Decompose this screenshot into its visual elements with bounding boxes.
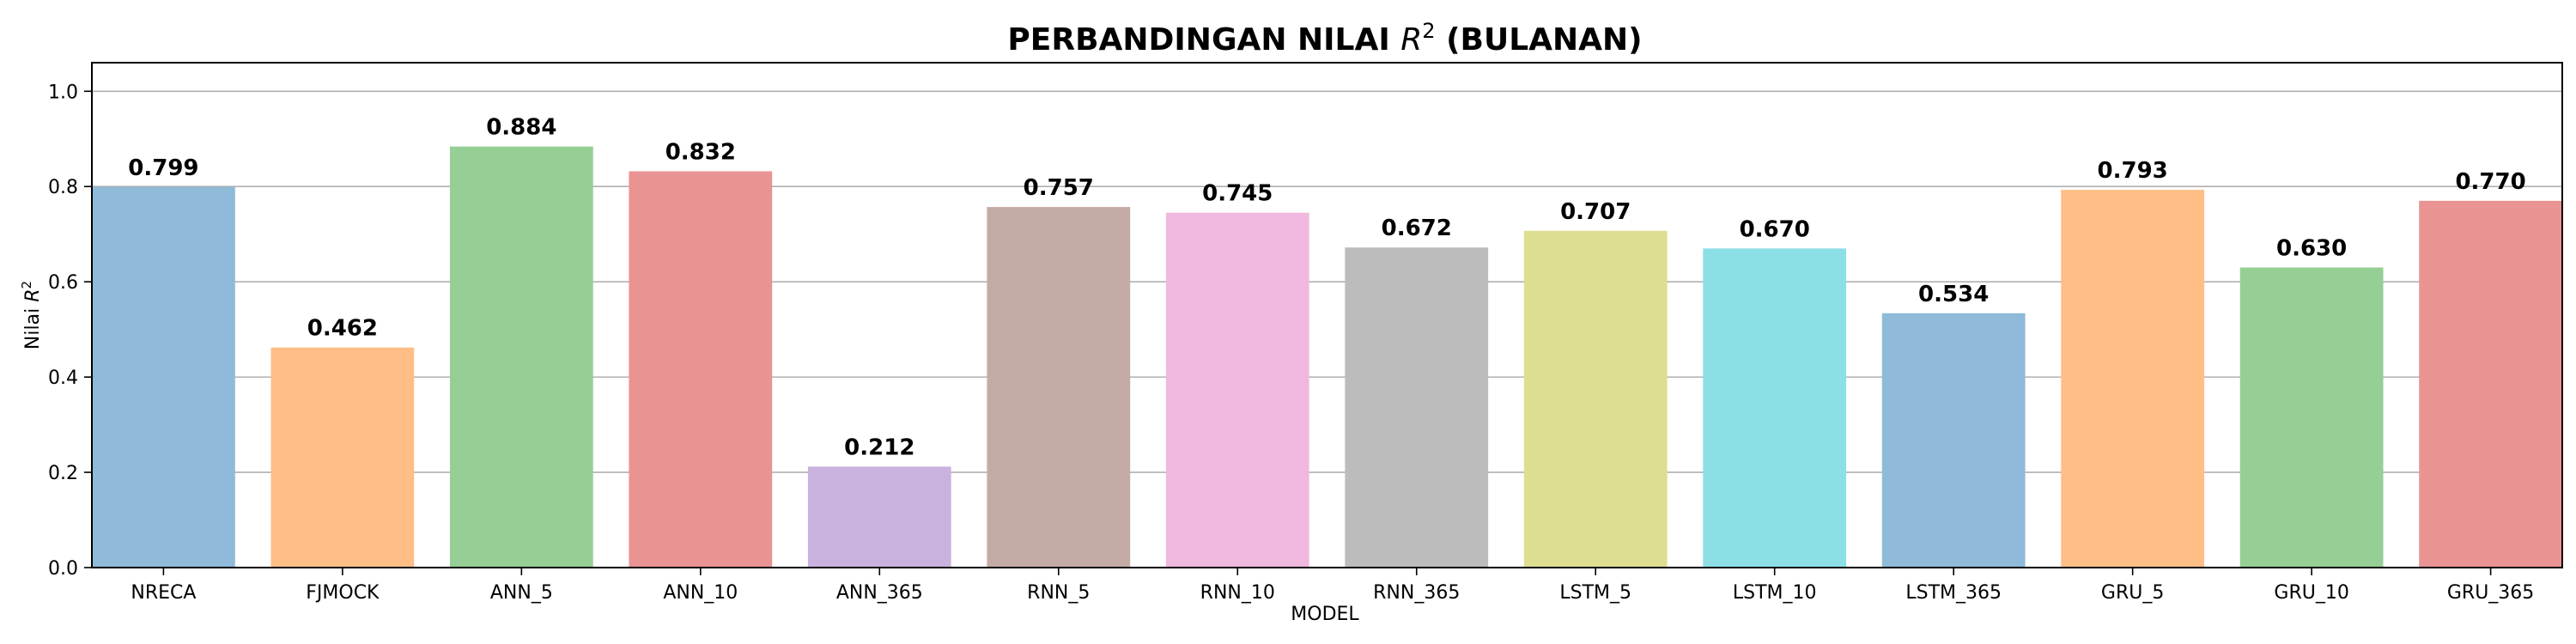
bars [92,146,2562,568]
x-tick-label: RNN_5 [1027,582,1090,604]
bar [1881,313,2026,568]
y-tick-label: 0.4 [48,368,78,389]
data-label: 0.462 [307,316,378,342]
y-tick-label: 0.8 [48,177,78,198]
data-label: 0.630 [2276,236,2347,262]
plot-frame [91,62,2563,568]
bar [807,466,951,568]
x-tick-label: ANN_365 [836,582,923,604]
x-tick-label: GRU_10 [2274,582,2348,604]
x-axis-label: MODEL [1291,604,1359,625]
chart-title-variable: R [1400,22,1422,58]
data-label: 0.534 [1918,282,1989,307]
x-tick-label: NRECA [131,582,196,604]
bar [1703,248,1847,568]
bar [1165,212,1309,568]
bar [449,146,593,568]
y-axis-label: Nilai R2 [19,281,44,349]
data-label: 0.670 [1740,216,1810,242]
bar [629,171,773,568]
x-tick-label: GRU_5 [2101,582,2164,604]
data-label: 0.707 [1560,199,1631,225]
y-tick-label: 0.2 [48,463,78,484]
x-axis-ticks: NRECA FJMOCK ANN_5 ANN_10 ANN_365 RNN_5 RNN_10… [131,568,2534,604]
x-tick-label: LSTM_5 [1559,582,1631,604]
chart-title-tail: (BULANAN) [1436,22,1643,58]
chart-title: PERBANDINGAN NILAI R2 (BULANAN) [1007,19,1642,58]
x-tick-label: ANN_10 [663,582,738,604]
x-tick-label: ANN_5 [490,582,553,604]
data-label: 0.799 [128,155,198,181]
x-tick-label: RNN_365 [1373,582,1460,604]
bar [1523,230,1668,568]
data-label: 0.793 [2098,158,2168,184]
bar [2239,267,2384,568]
bar [1345,247,1489,568]
x-tick-label: FJMOCK [306,582,380,604]
chart-title-main: PERBANDINGAN NILAI [1007,22,1400,58]
x-tick-label: RNN_10 [1200,582,1275,604]
data-label: 0.212 [844,434,914,460]
y-axis-label-main: Nilai [22,302,44,349]
y-axis-ticks: 0.0 0.2 0.4 0.6 0.8 1.0 [48,82,92,580]
y-axis-label-variable: R [22,289,44,301]
bar [92,186,235,568]
y-axis-label-superscript: 2 [19,281,34,289]
data-label: 0.884 [486,115,556,141]
data-label: 0.832 [665,139,736,165]
bar [987,207,1131,568]
y-tick-label: 1.0 [48,82,78,103]
bar [270,347,415,568]
y-tick-label: 0.6 [48,272,78,294]
bar [2061,190,2205,568]
bar [2419,200,2562,568]
x-tick-label: GRU_365 [2447,582,2534,604]
x-tick-label: LSTM_365 [1905,582,2002,604]
x-tick-label: LSTM_10 [1733,582,1817,604]
data-label: 0.672 [1382,216,1452,241]
data-label: 0.757 [1024,175,1094,201]
chart-title-superscript: 2 [1422,19,1435,43]
data-label: 0.770 [2455,169,2525,195]
data-labels: 0.799 0.462 0.884 0.832 0.212 0.757 0.745 0.672… [128,115,2525,461]
y-tick-label: 0.0 [48,558,78,580]
data-label: 0.745 [1202,181,1273,207]
